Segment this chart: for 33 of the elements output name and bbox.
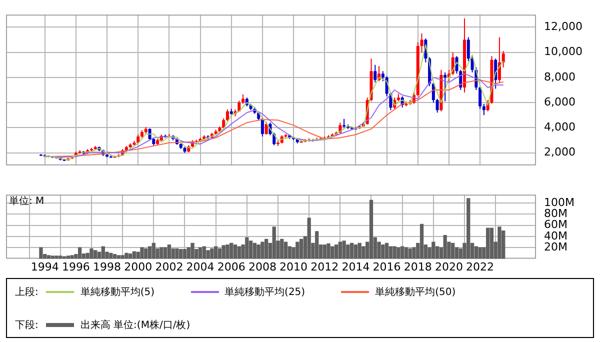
x-tick-label: 2018 bbox=[404, 260, 432, 274]
y-tick-label: 8,000 bbox=[544, 70, 576, 84]
y-tick-label: 20M bbox=[544, 240, 568, 254]
legend-label: 単純移動平均(25) bbox=[224, 286, 306, 298]
legend-label: 単純移動平均(5) bbox=[80, 286, 155, 298]
y-tick-label: 4,000 bbox=[544, 120, 576, 134]
y-tick-label: 60M bbox=[544, 218, 568, 232]
y-tick-label: 6,000 bbox=[544, 95, 576, 108]
x-tick-label: 2002 bbox=[155, 260, 184, 274]
x-tick-label: 2012 bbox=[310, 260, 339, 274]
x-tick-label: 2014 bbox=[342, 260, 370, 274]
y-tick-label: 12,000 bbox=[544, 20, 582, 34]
y-tick-label: 10,000 bbox=[544, 45, 582, 58]
x-tick-label: 1998 bbox=[93, 260, 122, 274]
legend-label: 単純移動平均(50) bbox=[375, 286, 456, 298]
annotation: 単位: M bbox=[9, 195, 44, 208]
legend-title: 下段: bbox=[15, 318, 38, 332]
y-tick-label: 100M bbox=[544, 196, 574, 209]
x-tick-label: 2004 bbox=[186, 260, 214, 274]
y-tick-label: 80M bbox=[544, 207, 568, 220]
x-tick-label: 2010 bbox=[280, 260, 308, 274]
x-tick-label: 1996 bbox=[62, 260, 90, 274]
x-tick-label: 1994 bbox=[30, 260, 59, 274]
legend-title: 上段: bbox=[15, 286, 38, 298]
y-tick-label: 2,000 bbox=[544, 146, 576, 159]
y-tick-label: 40M bbox=[544, 229, 568, 242]
x-tick-label: 2006 bbox=[217, 260, 246, 274]
x-tick-label: 2022 bbox=[466, 260, 494, 274]
x-tick-label: 2016 bbox=[372, 260, 401, 274]
x-tick-label: 2000 bbox=[124, 260, 152, 274]
x-tick-label: 2020 bbox=[434, 260, 463, 274]
legend-label: 出来高 単位:(M株/口/枚) bbox=[80, 318, 190, 332]
x-tick-label: 2008 bbox=[248, 260, 276, 274]
